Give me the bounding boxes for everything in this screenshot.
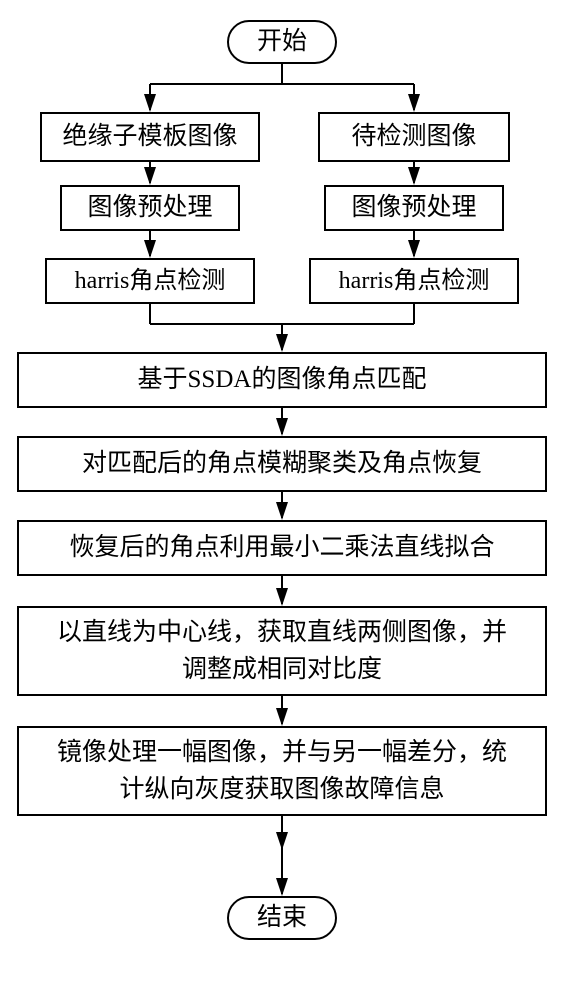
left-step1: 绝缘子模板图像 bbox=[40, 112, 260, 162]
terminal-start: 开始 bbox=[227, 20, 337, 64]
terminal-end: 结束 bbox=[227, 896, 337, 940]
terminal-start-label: 开始 bbox=[257, 23, 307, 61]
left-step3-label: harris角点检测 bbox=[75, 263, 226, 299]
left-step3: harris角点检测 bbox=[45, 258, 255, 304]
right-step3-label: harris角点检测 bbox=[339, 263, 490, 299]
main-step4: 以直线为中心线，获取直线两侧图像，并 调整成相同对比度 bbox=[17, 606, 547, 696]
right-step2: 图像预处理 bbox=[324, 185, 504, 231]
main-step1: 基于SSDA的图像角点匹配 bbox=[17, 352, 547, 408]
main-step3: 恢复后的角点利用最小二乘法直线拟合 bbox=[17, 520, 547, 576]
main-step2: 对匹配后的角点模糊聚类及角点恢复 bbox=[17, 436, 547, 492]
terminal-end-label: 结束 bbox=[257, 899, 307, 937]
main-step3-label: 恢复后的角点利用最小二乘法直线拟合 bbox=[69, 529, 494, 567]
main-step5: 镜像处理一幅图像，并与另一幅差分，统 计纵向灰度获取图像故障信息 bbox=[17, 726, 547, 816]
right-step2-label: 图像预处理 bbox=[351, 189, 476, 227]
right-step3: harris角点检测 bbox=[309, 258, 519, 304]
left-step2-label: 图像预处理 bbox=[87, 189, 212, 227]
main-step4-label: 以直线为中心线，获取直线两侧图像，并 调整成相同对比度 bbox=[57, 614, 507, 689]
main-step2-label: 对匹配后的角点模糊聚类及角点恢复 bbox=[82, 445, 482, 483]
right-step1: 待检测图像 bbox=[318, 112, 510, 162]
main-step5-label: 镜像处理一幅图像，并与另一幅差分，统 计纵向灰度获取图像故障信息 bbox=[57, 734, 507, 809]
left-step2: 图像预处理 bbox=[60, 185, 240, 231]
right-step1-label: 待检测图像 bbox=[351, 118, 476, 156]
left-step1-label: 绝缘子模板图像 bbox=[62, 118, 237, 156]
main-step1-label: 基于SSDA的图像角点匹配 bbox=[138, 361, 427, 399]
